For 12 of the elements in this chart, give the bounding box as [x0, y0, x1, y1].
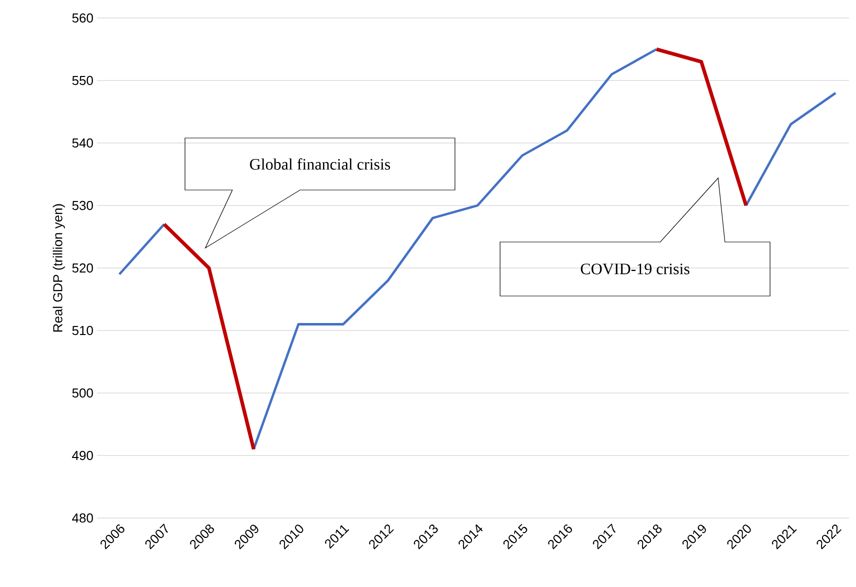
annotation: COVID-19 crisis — [580, 264, 690, 274]
y-tick-label: 530 — [72, 200, 93, 210]
y-tick-label: 560 — [72, 13, 93, 23]
y-tick-label: 500 — [72, 388, 93, 398]
y-tick-label: 540 — [72, 138, 93, 148]
y-tick-label: 510 — [72, 326, 93, 336]
y-tick-label: 480 — [72, 513, 93, 523]
y-tick-label: 490 — [72, 450, 93, 460]
annotation: Global financial crisis — [250, 158, 390, 170]
y-tick-label: 550 — [72, 76, 93, 86]
y-axis-title: Real GDP (trillion yen) — [52, 204, 65, 332]
y-tick-label: 520 — [72, 263, 93, 273]
